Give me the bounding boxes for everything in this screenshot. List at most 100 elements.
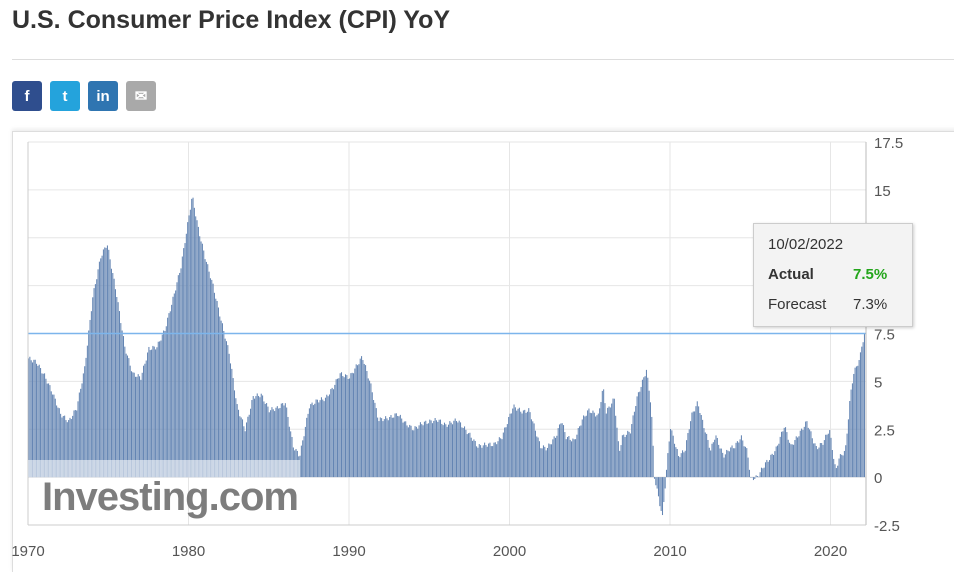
tooltip-forecast-label: Forecast	[768, 296, 827, 313]
bar	[825, 434, 827, 478]
bar	[116, 296, 118, 478]
bar	[682, 450, 684, 478]
bar	[633, 411, 635, 478]
bar	[94, 284, 96, 478]
bar	[678, 455, 680, 478]
bar	[369, 380, 371, 478]
bar	[672, 435, 674, 478]
bar	[415, 426, 417, 478]
bar	[732, 448, 734, 478]
bar	[204, 259, 206, 478]
bar	[335, 379, 337, 478]
bar	[96, 279, 98, 478]
bar	[853, 373, 855, 478]
bar	[802, 429, 804, 478]
bar	[275, 407, 277, 478]
bar	[668, 441, 670, 478]
bar	[375, 408, 377, 478]
bar	[842, 455, 844, 478]
bar	[339, 373, 341, 478]
bar	[326, 394, 328, 478]
bar	[563, 425, 565, 478]
bar	[315, 399, 317, 478]
bar	[603, 389, 605, 478]
bar	[308, 408, 310, 478]
bar	[324, 397, 326, 478]
bar	[312, 405, 314, 478]
bar	[260, 393, 262, 478]
bar	[126, 355, 129, 478]
facebook-share-button[interactable]: f	[12, 81, 42, 111]
bar	[613, 398, 615, 478]
bar	[328, 394, 330, 478]
bar	[694, 411, 696, 478]
bar	[609, 407, 611, 478]
bar	[506, 424, 508, 478]
bar	[679, 457, 681, 478]
bar	[458, 420, 460, 478]
bar	[135, 376, 137, 478]
bar	[456, 421, 458, 478]
bar	[217, 307, 219, 478]
bar	[365, 365, 367, 478]
bar	[181, 256, 183, 478]
bar	[772, 454, 775, 478]
bar	[70, 419, 72, 478]
bar	[283, 405, 285, 478]
bar	[591, 413, 593, 478]
bar	[419, 422, 421, 478]
bar	[28, 358, 30, 478]
bar	[833, 458, 835, 478]
bar	[286, 407, 288, 478]
bar	[167, 317, 169, 478]
bar	[449, 421, 451, 478]
bar	[605, 413, 607, 478]
bar	[827, 433, 829, 478]
bar	[355, 364, 357, 478]
y-tick-label: 5	[874, 374, 882, 391]
bar	[710, 450, 712, 478]
bar	[38, 364, 40, 478]
email-share-button[interactable]: ✉	[126, 81, 156, 111]
bar	[528, 408, 530, 478]
bar	[561, 423, 563, 478]
bar	[445, 424, 447, 478]
linkedin-share-button[interactable]: in	[88, 81, 118, 111]
bar	[548, 443, 550, 478]
bar	[189, 209, 191, 478]
tooltip-actual-value: 7.5%	[853, 266, 888, 283]
bar	[374, 402, 376, 478]
bar	[834, 464, 836, 478]
bar	[683, 452, 685, 478]
bar	[314, 403, 316, 478]
bar	[635, 406, 637, 478]
y-tick-label: 7.5	[874, 327, 895, 344]
bar	[413, 430, 415, 478]
bar	[184, 243, 186, 478]
bar	[114, 289, 116, 478]
bar	[715, 435, 717, 478]
bar	[550, 444, 553, 478]
x-tick-label: 2010	[653, 543, 686, 560]
bar	[486, 446, 488, 478]
bar	[319, 400, 321, 478]
bar	[863, 333, 865, 478]
bar	[85, 357, 87, 478]
bar	[102, 249, 104, 478]
bar	[660, 477, 662, 511]
bar	[536, 436, 538, 478]
bar	[805, 421, 807, 478]
bar	[554, 437, 557, 478]
bar	[597, 413, 599, 478]
bar	[763, 467, 765, 478]
linkedin-icon: in	[96, 87, 110, 105]
bar	[838, 458, 840, 478]
bar	[494, 442, 496, 478]
bar	[318, 402, 320, 478]
bar	[841, 454, 843, 478]
bar	[121, 330, 123, 478]
bar	[573, 439, 575, 478]
bar	[740, 435, 742, 478]
twitter-share-button[interactable]: t	[50, 81, 80, 111]
bar	[247, 416, 249, 478]
